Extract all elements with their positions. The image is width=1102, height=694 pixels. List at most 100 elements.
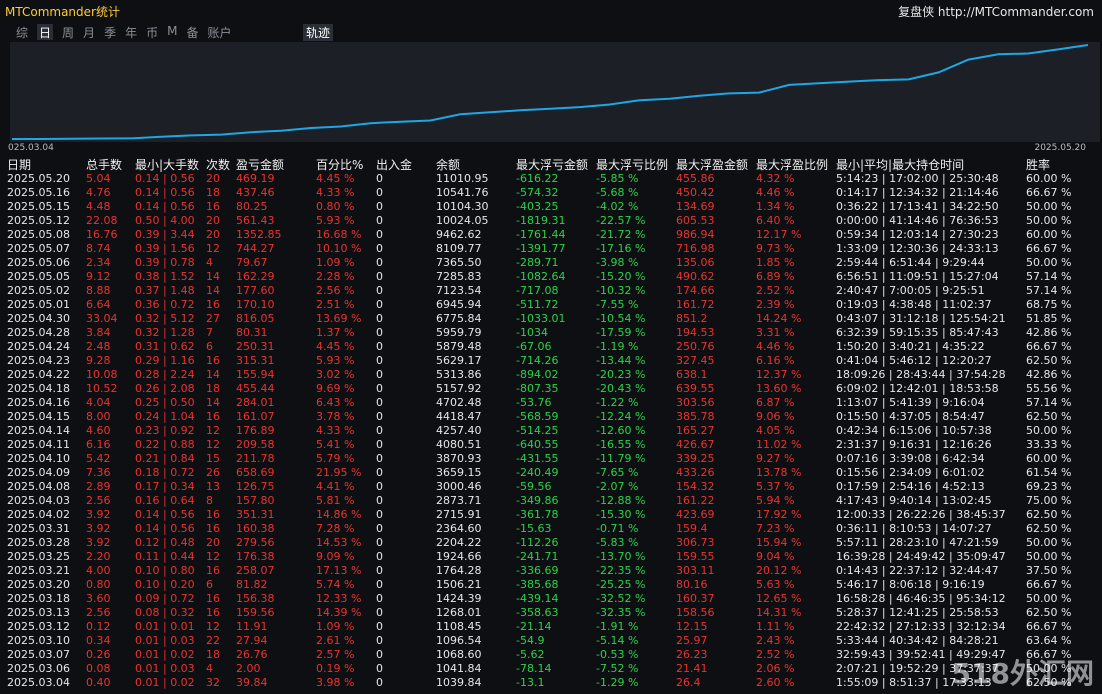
tab[interactable]: 综 bbox=[16, 26, 29, 40]
table-cell: 18 bbox=[206, 186, 220, 199]
table-cell: 9.28 bbox=[86, 354, 111, 367]
table-cell: 6945.94 bbox=[436, 298, 482, 311]
table-cell: 2025.04.22 bbox=[7, 368, 70, 381]
table-cell: 4.00 bbox=[86, 564, 111, 577]
table-cell: -21.14 bbox=[516, 620, 552, 633]
table-cell: 5.81 % bbox=[316, 494, 355, 507]
table-cell: 0 bbox=[376, 634, 383, 647]
tab[interactable]: 月 bbox=[83, 26, 96, 40]
table-cell: 12:00:33 | 26:22:26 | 38:45:37 bbox=[836, 508, 1006, 521]
table-cell: 33.04 bbox=[86, 312, 118, 325]
table-cell: 2025.05.08 bbox=[7, 228, 70, 241]
table-cell: -7.65 % bbox=[596, 466, 639, 479]
table-cell: 2.43 % bbox=[756, 634, 795, 647]
table-cell: 17.92 % bbox=[756, 508, 802, 521]
table-cell: 2025.03.31 bbox=[7, 522, 70, 535]
tab[interactable]: 季 bbox=[104, 26, 117, 40]
table-cell: 0.12 | 0.48 bbox=[135, 536, 195, 549]
table-cell: 66.67 % bbox=[1026, 340, 1072, 353]
table-cell: 2.61 % bbox=[316, 634, 355, 647]
table-cell: -717.08 bbox=[516, 284, 559, 297]
table-cell: 327.45 bbox=[676, 354, 715, 367]
table-cell: 16 bbox=[206, 298, 220, 311]
tab-bar: 综日周月季年币 M 备账户 bbox=[16, 24, 232, 40]
table-cell: 80.25 bbox=[236, 200, 268, 213]
table-cell: 4.45 % bbox=[316, 340, 355, 353]
table-cell: 816.05 bbox=[236, 312, 275, 325]
table-cell: 0 bbox=[376, 536, 383, 549]
site-link[interactable]: 复盘侠 http://MTCommander.com bbox=[898, 5, 1094, 19]
table-cell: 3.31 % bbox=[756, 326, 795, 339]
table-cell: 5.41 % bbox=[316, 438, 355, 451]
tab-active[interactable]: 轨迹 bbox=[303, 24, 334, 41]
table-row: 2025.03.13 2.56 0.08 | 0.32 16 159.56 14.39 %… bbox=[0, 606, 1102, 620]
table-cell: 2873.71 bbox=[436, 494, 482, 507]
table-cell: 16 bbox=[206, 200, 220, 213]
table-cell: 0.39 | 3.44 bbox=[135, 228, 195, 241]
column-header: 最大浮盈金额 bbox=[676, 158, 749, 172]
table-cell: 20 bbox=[206, 172, 220, 185]
table-cell: 161.72 bbox=[676, 298, 715, 311]
table-cell: -1.22 % bbox=[596, 396, 639, 409]
table-cell: 2025.05.01 bbox=[7, 298, 70, 311]
table-cell: -15.30 % bbox=[596, 508, 646, 521]
table-cell: 6775.84 bbox=[436, 312, 482, 325]
table-cell: 13 bbox=[206, 480, 220, 493]
table-cell: 4.45 % bbox=[316, 172, 355, 185]
table-cell: 9.04 % bbox=[756, 550, 795, 563]
table-cell: 42.86 % bbox=[1026, 368, 1072, 381]
table-cell: 0 bbox=[376, 592, 383, 605]
table-cell: -336.69 bbox=[516, 564, 559, 577]
table-cell: -13.44 % bbox=[596, 354, 646, 367]
column-header: 最小|大手数 bbox=[135, 158, 200, 172]
table-cell: 9.06 % bbox=[756, 410, 795, 423]
table-cell: 315.31 bbox=[236, 354, 275, 367]
table-cell: 160.37 bbox=[676, 592, 715, 605]
table-cell: -20.23 % bbox=[596, 368, 646, 381]
table-cell: 284.01 bbox=[236, 396, 275, 409]
table-cell: 0 bbox=[376, 662, 383, 675]
table-cell: 1.09 % bbox=[316, 256, 355, 269]
table-cell: 0:59:34 | 12:03:14 | 27:30:23 bbox=[836, 228, 999, 241]
table-cell: -10.54 % bbox=[596, 312, 646, 325]
tab[interactable]: 周 bbox=[62, 26, 75, 40]
table-cell: 2:31:37 | 9:16:31 | 12:16:26 bbox=[836, 438, 992, 451]
table-row: 2025.04.03 2.56 0.16 | 0.64 8 157.80 5.81 % 0 2… bbox=[0, 494, 1102, 508]
table-cell: 50.00 % bbox=[1026, 256, 1072, 269]
table-cell: 9.69 % bbox=[316, 382, 355, 395]
table-cell: -53.76 bbox=[516, 396, 552, 409]
table-cell: 3659.15 bbox=[436, 466, 482, 479]
table-cell: 5.79 % bbox=[316, 452, 355, 465]
table-row: 2025.04.16 4.04 0.25 | 0.50 14 284.01 6.43 % 0… bbox=[0, 396, 1102, 410]
tab[interactable]: 账户 bbox=[207, 26, 232, 40]
table-cell: 37.50 % bbox=[1026, 564, 1072, 577]
tab[interactable]: 币 bbox=[146, 26, 159, 40]
tab[interactable]: 备 bbox=[186, 26, 199, 40]
table-cell: 2025.04.28 bbox=[7, 326, 70, 339]
table-cell: 2025.04.16 bbox=[7, 396, 70, 409]
table-cell: 2025.04.10 bbox=[7, 452, 70, 465]
tab[interactable]: M bbox=[167, 24, 178, 38]
table-row: 2025.04.22 10.08 0.28 | 2.24 14 155.94 3.02 %… bbox=[0, 368, 1102, 382]
table-cell: 66.67 % bbox=[1026, 620, 1072, 633]
table-cell: 14 bbox=[206, 284, 220, 297]
tab[interactable]: 日 bbox=[37, 24, 54, 40]
table-row: 2025.04.18 10.52 0.26 | 2.08 18 455.44 9.69 %… bbox=[0, 382, 1102, 396]
table-cell: -1.29 % bbox=[596, 676, 639, 689]
table-cell: -241.71 bbox=[516, 550, 559, 563]
table-cell: 5:57:11 | 28:23:10 | 47:21:59 bbox=[836, 536, 999, 549]
table-cell: -289.71 bbox=[516, 256, 559, 269]
table-cell: 2025.03.07 bbox=[7, 648, 70, 661]
table-cell: 2025.03.06 bbox=[7, 662, 70, 675]
table-cell: 0.32 | 1.28 bbox=[135, 326, 195, 339]
tab[interactable]: 年 bbox=[125, 26, 138, 40]
table-cell: 0.16 | 0.64 bbox=[135, 494, 195, 507]
table-cell: 126.75 bbox=[236, 480, 275, 493]
table-cell: 0:19:03 | 4:38:48 | 11:02:37 bbox=[836, 298, 992, 311]
table-cell: 469.19 bbox=[236, 172, 275, 185]
table-cell: 2:07:21 | 19:52:29 | 37:37:37 bbox=[836, 662, 999, 675]
table-cell: 176.89 bbox=[236, 424, 275, 437]
table-cell: 10541.76 bbox=[436, 186, 489, 199]
table-cell: -1.19 % bbox=[596, 340, 639, 353]
table-cell: 4.33 % bbox=[316, 186, 355, 199]
